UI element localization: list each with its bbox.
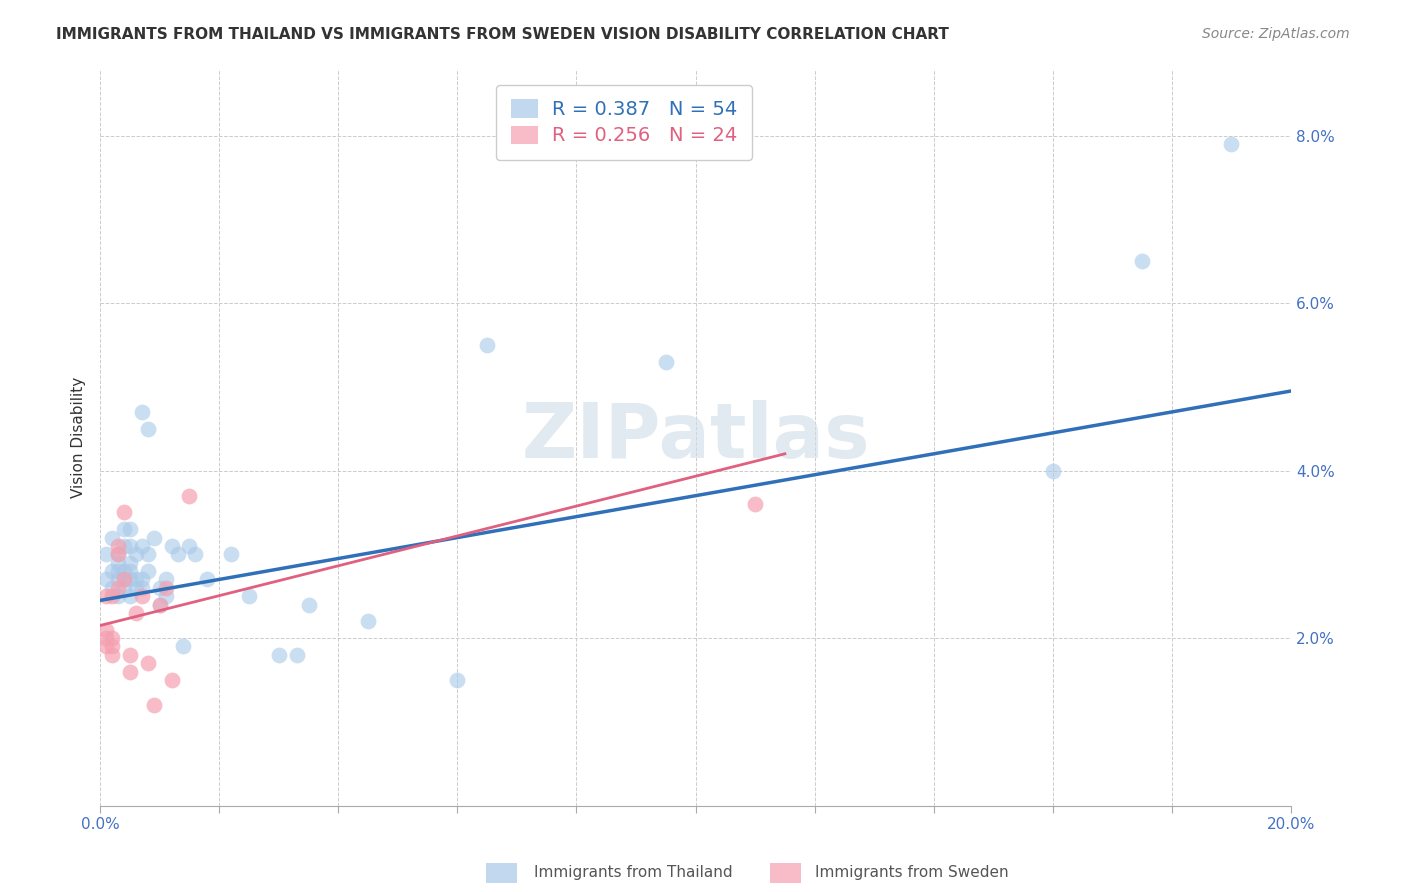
Point [118, 589, 141, 603]
Point [125, 581, 148, 595]
Point [94, 589, 117, 603]
Point [107, 539, 129, 553]
Point [238, 589, 260, 603]
Point [179, 539, 201, 553]
Point [475, 338, 498, 352]
Text: Immigrants from Thailand: Immigrants from Thailand [534, 865, 733, 880]
Point [744, 497, 766, 511]
Point [101, 564, 124, 578]
Point [118, 539, 141, 553]
Point [112, 539, 135, 553]
Y-axis label: Vision Disability: Vision Disability [72, 376, 86, 498]
Point [101, 581, 124, 595]
Point [118, 564, 141, 578]
Point [107, 573, 129, 587]
Point [118, 573, 141, 587]
Point [118, 522, 141, 536]
Point [125, 547, 148, 561]
Point [1130, 254, 1153, 268]
Point [142, 698, 165, 712]
Point [155, 589, 177, 603]
Point [94, 623, 117, 637]
Point [131, 589, 153, 603]
Point [118, 556, 141, 570]
Point [136, 564, 159, 578]
Point [136, 422, 159, 436]
Point [219, 547, 242, 561]
Point [101, 631, 124, 645]
Point [446, 673, 468, 687]
Point [118, 648, 141, 662]
Point [94, 631, 117, 645]
Point [112, 573, 135, 587]
Point [155, 573, 177, 587]
Point [107, 556, 129, 570]
Point [101, 589, 124, 603]
Point [142, 531, 165, 545]
Point [118, 665, 141, 679]
Point [131, 581, 153, 595]
Point [125, 606, 148, 620]
Point [160, 673, 183, 687]
Point [107, 581, 129, 595]
Point [184, 547, 207, 561]
Point [112, 573, 135, 587]
Text: IMMIGRANTS FROM THAILAND VS IMMIGRANTS FROM SWEDEN VISION DISABILITY CORRELATION: IMMIGRANTS FROM THAILAND VS IMMIGRANTS F… [56, 27, 949, 42]
Point [107, 589, 129, 603]
Point [101, 648, 124, 662]
Point [1220, 136, 1243, 151]
Point [655, 354, 678, 368]
Point [149, 598, 172, 612]
Point [112, 564, 135, 578]
Point [94, 547, 117, 561]
Point [195, 573, 218, 587]
Text: ZIPatlas: ZIPatlas [522, 400, 870, 474]
Point [1042, 464, 1064, 478]
Point [107, 564, 129, 578]
Point [173, 640, 195, 654]
Point [112, 581, 135, 595]
Point [107, 547, 129, 561]
Point [155, 581, 177, 595]
Point [101, 640, 124, 654]
Point [179, 489, 201, 503]
Point [149, 581, 172, 595]
Text: Source: ZipAtlas.com: Source: ZipAtlas.com [1202, 27, 1350, 41]
Point [357, 615, 380, 629]
Point [94, 573, 117, 587]
Point [166, 547, 188, 561]
Point [107, 547, 129, 561]
Point [112, 522, 135, 536]
Point [160, 539, 183, 553]
Text: Immigrants from Sweden: Immigrants from Sweden [815, 865, 1010, 880]
Point [285, 648, 308, 662]
Point [149, 598, 172, 612]
Point [131, 405, 153, 419]
Point [131, 539, 153, 553]
Point [136, 547, 159, 561]
Point [136, 657, 159, 671]
Point [267, 648, 290, 662]
Point [125, 573, 148, 587]
Point [101, 531, 124, 545]
Point [131, 573, 153, 587]
Point [112, 505, 135, 519]
Legend: R = 0.387   N = 54, R = 0.256   N = 24: R = 0.387 N = 54, R = 0.256 N = 24 [496, 85, 752, 160]
Point [94, 640, 117, 654]
Point [297, 598, 319, 612]
